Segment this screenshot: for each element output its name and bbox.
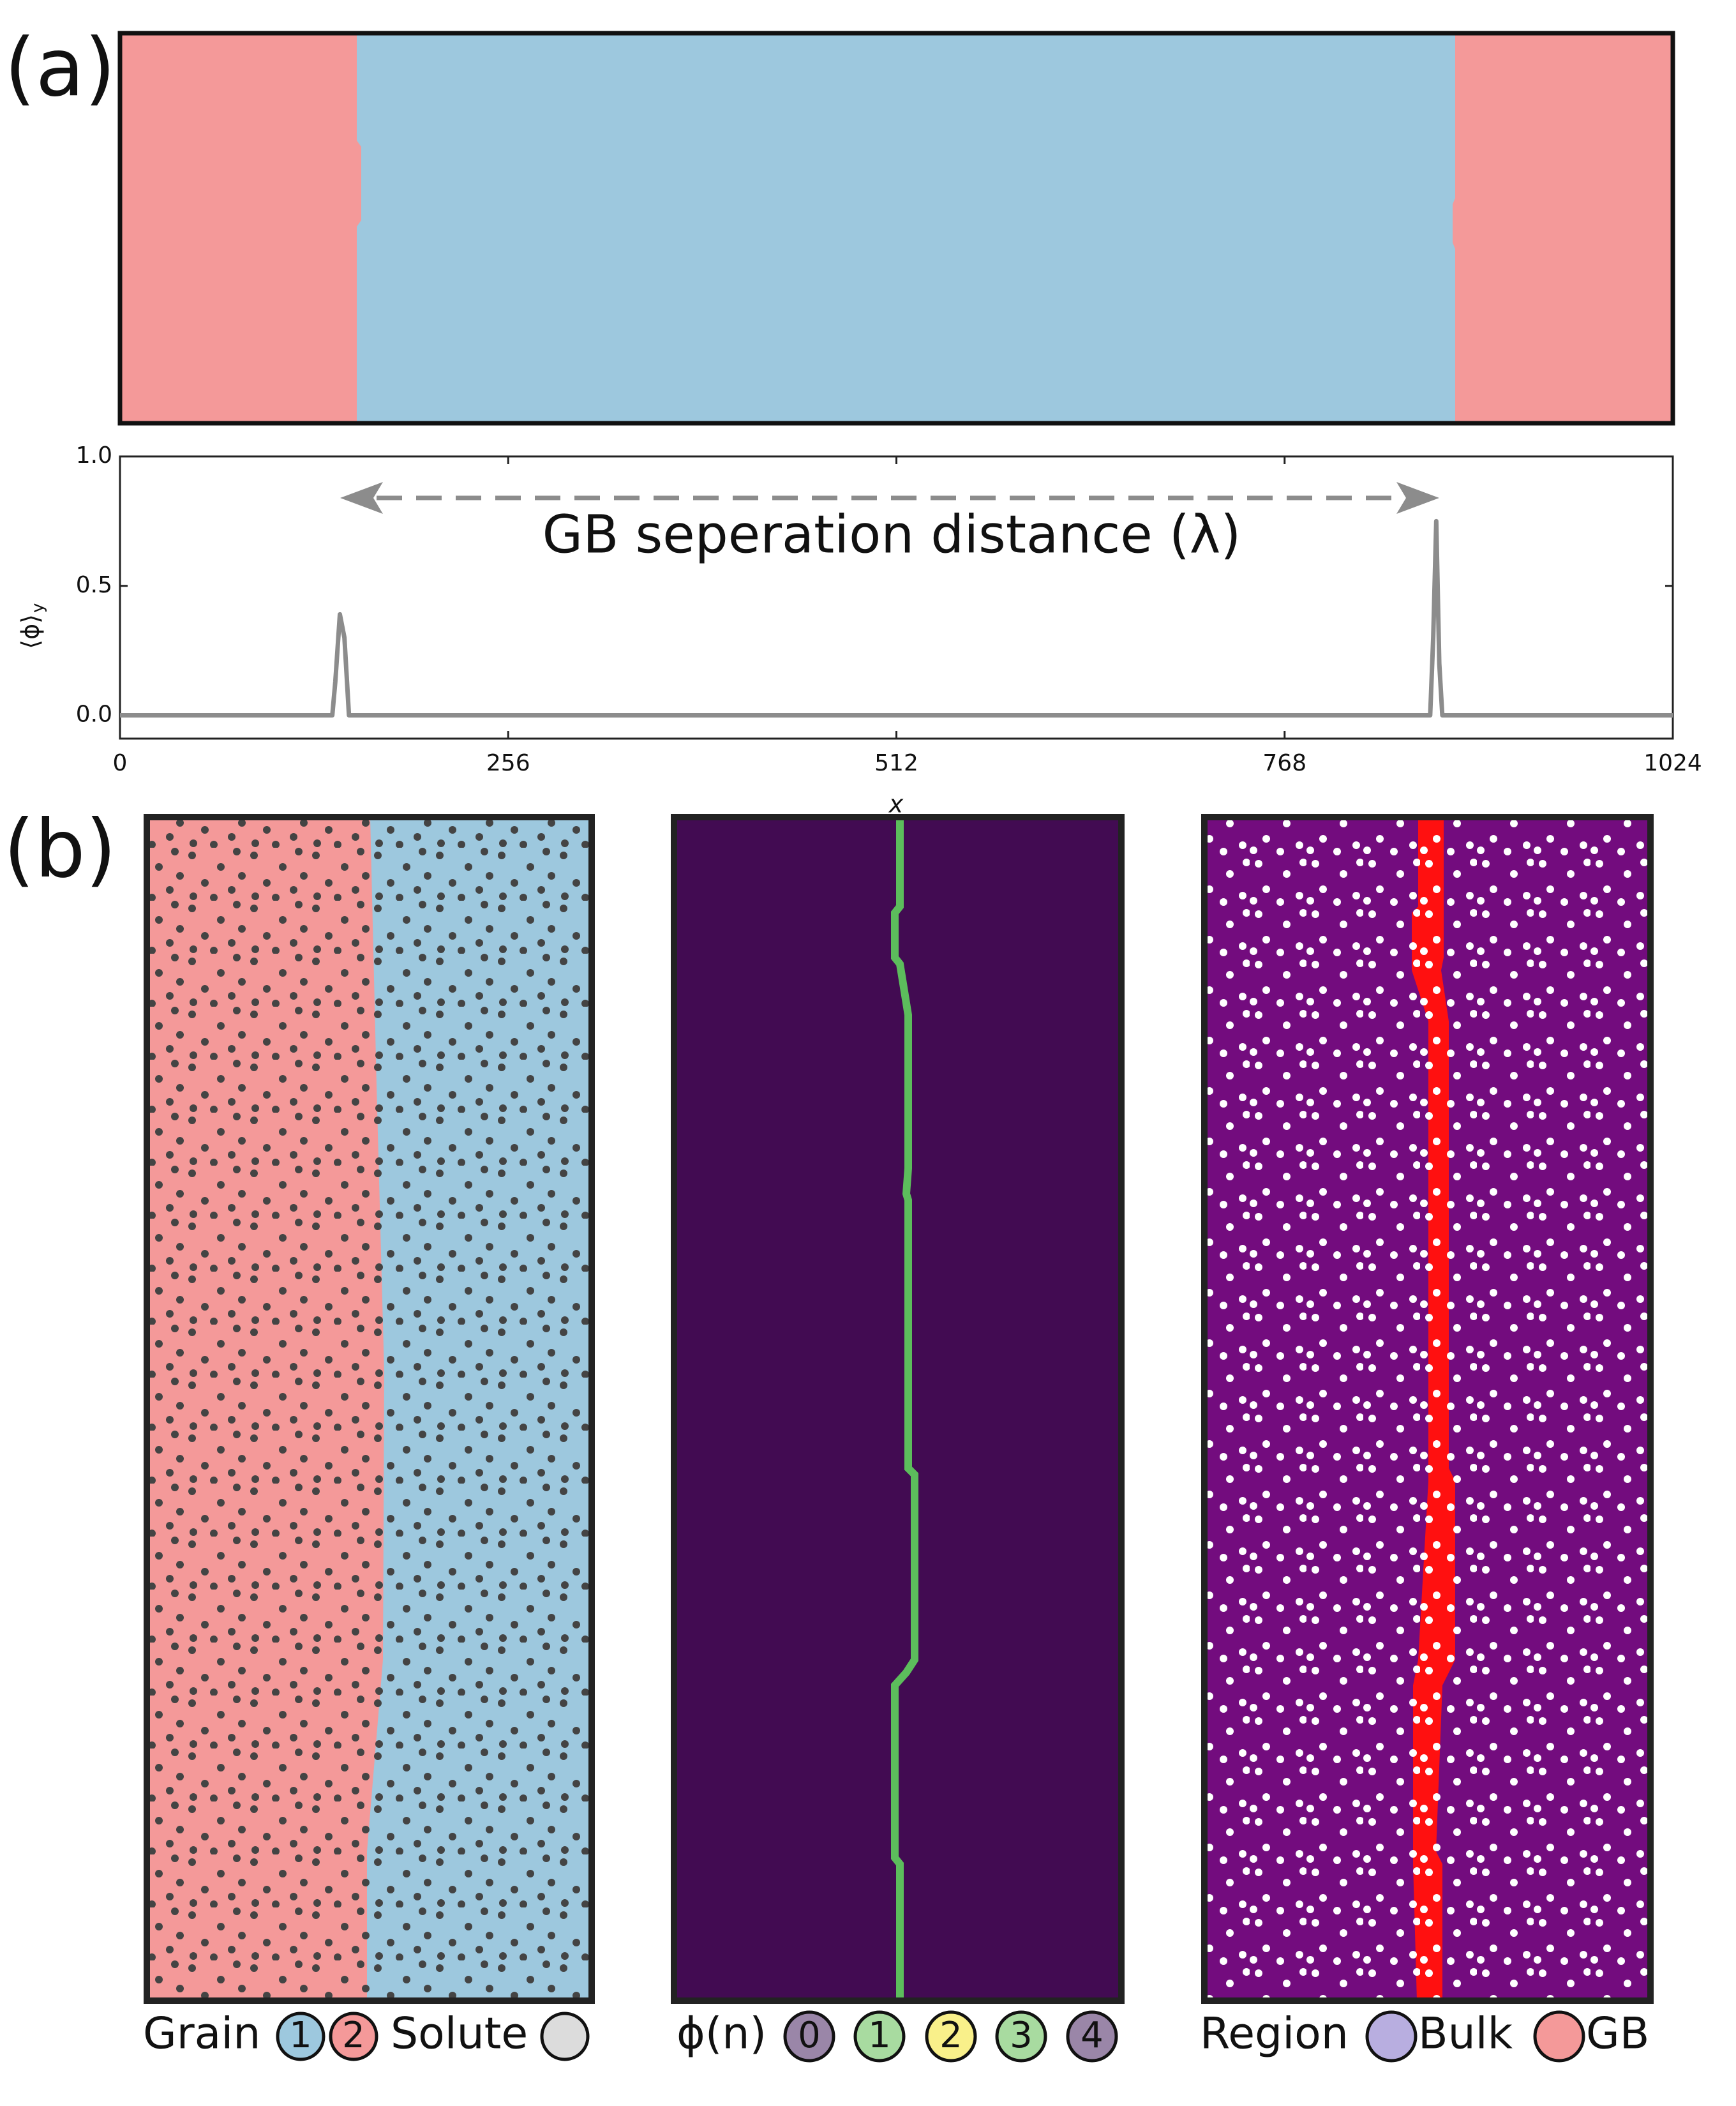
legend-swatch xyxy=(925,2010,977,2063)
legend-swatch xyxy=(995,2010,1047,2063)
legend-swatch xyxy=(783,2010,835,2063)
legend-label: Bulk xyxy=(1418,2009,1513,2059)
y-tick-label: 0.5 xyxy=(76,572,112,598)
legend-label: GB xyxy=(1586,2009,1649,2059)
panel-label: (b) xyxy=(4,803,117,896)
legend-label: 0 xyxy=(798,2015,821,2056)
phase-map xyxy=(671,814,1125,2004)
annotation: GB seperation distance (λ) xyxy=(542,504,1241,565)
x-tick-label: 0 xyxy=(113,750,128,776)
region-map xyxy=(1201,814,1654,2004)
legend-swatch xyxy=(540,2012,590,2061)
legend: Grain 1 2 Solute ϕ(n) 0 1 2 3 4 Region B… xyxy=(143,2009,1649,2063)
x-tick-label: 1024 xyxy=(1643,750,1702,776)
legend-label: Region xyxy=(1200,2009,1349,2059)
legend-swatch xyxy=(1066,2010,1118,2063)
legend-swatch xyxy=(1533,2010,1585,2063)
legend-swatch xyxy=(329,2012,378,2061)
y-axis-label: ⟨ϕ⟩ xyxy=(17,614,45,649)
legend-label: 4 xyxy=(1081,2015,1104,2056)
x-tick-label: 768 xyxy=(1262,750,1306,776)
legend-label: Solute xyxy=(391,2009,528,2059)
x-tick-label: 512 xyxy=(874,750,918,776)
x-axis-label: x xyxy=(888,790,904,818)
legend-label: 1 xyxy=(289,2015,312,2056)
legend-label: 3 xyxy=(1010,2015,1033,2056)
grain-map xyxy=(117,31,1675,426)
x-tick-label: 256 xyxy=(486,750,530,776)
y-axis-label-sub: y xyxy=(29,603,48,613)
legend-label: ϕ(n) xyxy=(677,2009,767,2059)
legend-label: Grain xyxy=(143,2009,260,2059)
legend-label: 1 xyxy=(868,2015,891,2056)
legend-label: 2 xyxy=(939,2015,962,2056)
legend-swatch xyxy=(276,2012,326,2061)
panel-label: (a) xyxy=(4,22,116,114)
y-tick-label: 0.0 xyxy=(76,702,112,728)
legend-label: 2 xyxy=(342,2015,365,2056)
arrow xyxy=(340,482,1439,514)
grain-solute-map xyxy=(144,814,595,2004)
data-line xyxy=(120,518,1673,718)
y-tick-label: 1.0 xyxy=(76,442,112,469)
legend-swatch xyxy=(1365,2010,1418,2063)
y-axis-label-group: ⟨ϕ⟩ y xyxy=(17,603,48,649)
legend-swatch xyxy=(853,2010,906,2063)
